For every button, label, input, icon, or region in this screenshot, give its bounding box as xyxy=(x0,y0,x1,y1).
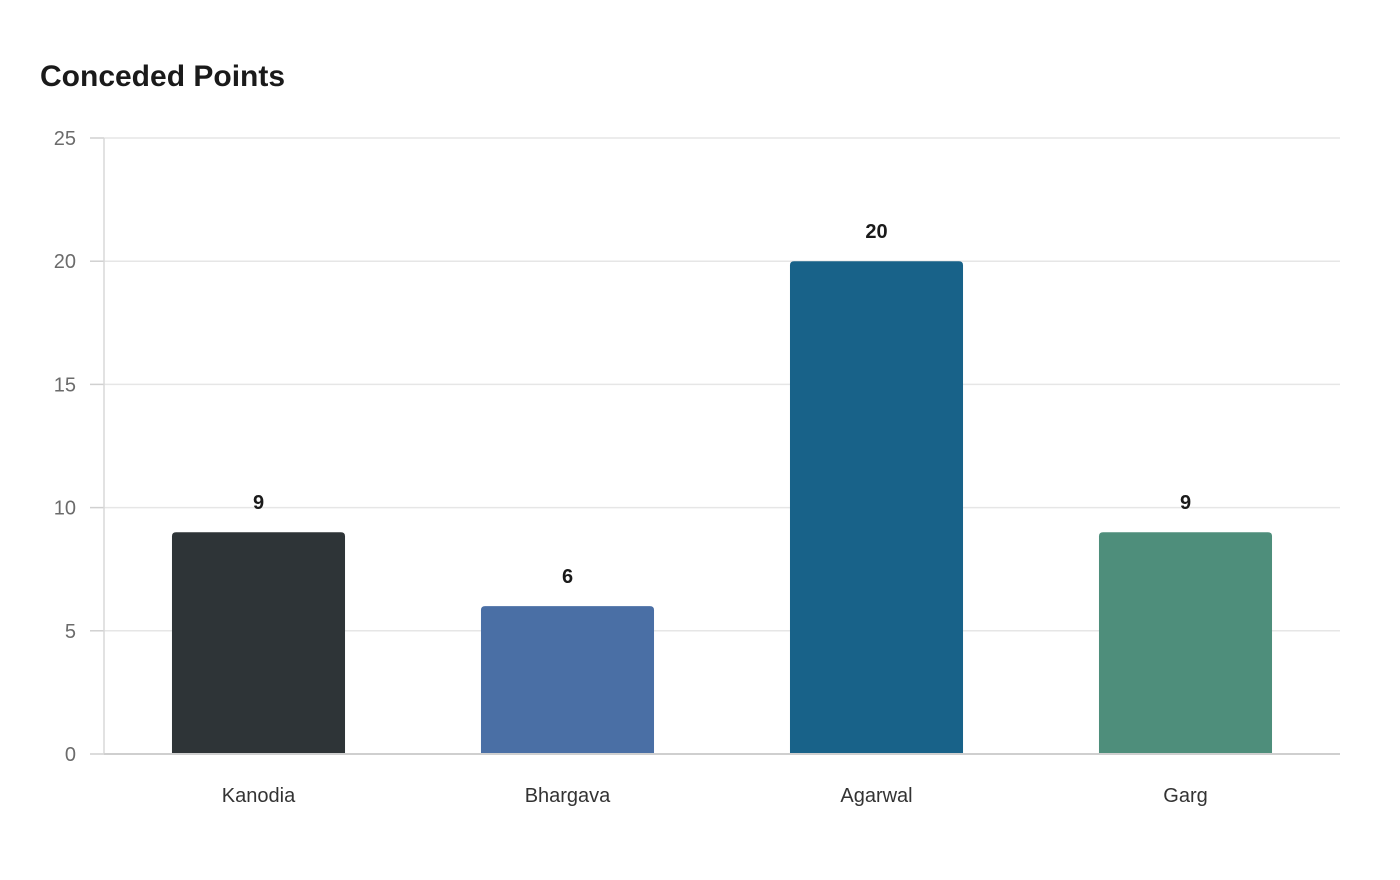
bar-garg[interactable] xyxy=(1098,532,1273,754)
labels: 0 5 10 15 20 25 9 Kanodia 6 Bhargava 20 Agarwal 9 Gar… xyxy=(54,128,1208,807)
value-label-kanodia: 9 xyxy=(253,492,264,514)
chart-title: Conceded Points xyxy=(40,60,286,93)
y-tick-label: 25 xyxy=(54,128,76,150)
x-tick-label-agarwal: Agarwal xyxy=(840,785,912,807)
x-tick-label-bhargava: Bhargava xyxy=(525,785,611,807)
bar-agarwal[interactable] xyxy=(789,261,964,754)
y-tick-label: 0 xyxy=(65,744,76,766)
y-tick-label: 10 xyxy=(54,498,76,520)
axes xyxy=(90,137,1340,755)
x-tick-label-kanodia: Kanodia xyxy=(222,785,296,807)
y-tick-label: 5 xyxy=(65,621,76,643)
bar-bhargava[interactable] xyxy=(480,606,655,754)
y-tick-label: 20 xyxy=(54,251,76,273)
x-tick-label-garg: Garg xyxy=(1163,785,1207,807)
value-label-agarwal: 20 xyxy=(865,221,887,243)
bar-kanodia[interactable] xyxy=(171,532,346,754)
bars xyxy=(171,261,1273,754)
value-label-garg: 9 xyxy=(1180,492,1191,514)
value-label-bhargava: 6 xyxy=(562,566,573,588)
y-tick-label: 15 xyxy=(54,374,76,396)
